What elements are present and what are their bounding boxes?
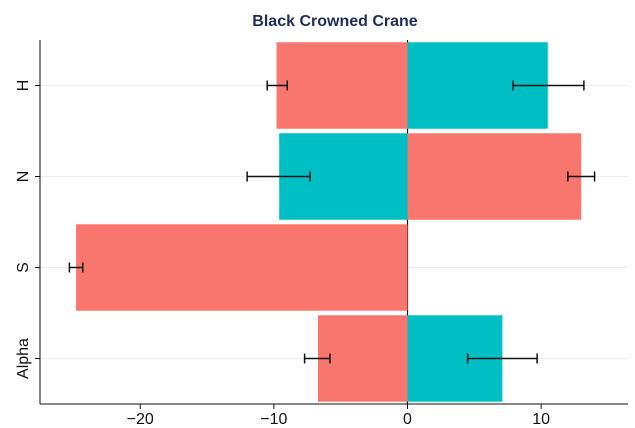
error-bar-series1-0 — [512, 80, 585, 91]
chart-title: Black Crowned Crane — [252, 13, 417, 30]
x-tick-label-2: 0 — [403, 411, 412, 428]
error-bar-series1-1 — [246, 171, 311, 182]
bar-series0-1 — [407, 133, 582, 220]
x-tick-label-1: −10 — [260, 411, 287, 428]
bar-series0-3 — [317, 315, 408, 402]
bar-layer — [76, 42, 582, 402]
x-tick-label-0: −20 — [127, 411, 154, 428]
error-bar-series0-0 — [266, 80, 288, 91]
y-tick-label-3: Alpha — [15, 338, 32, 379]
error-layer — [68, 80, 596, 364]
error-bar-series0-3 — [303, 353, 331, 364]
bar-series0-2 — [76, 224, 408, 311]
y-tick-label-1: N — [15, 171, 32, 183]
bar-series0-0 — [276, 42, 408, 129]
y-tick-label-2: S — [15, 262, 32, 273]
tick-layer: −20 −10 0 10 H N S Alpha — [15, 80, 550, 428]
error-bar-series1-3 — [466, 353, 538, 364]
x-tick-label-3: 10 — [532, 411, 550, 428]
error-bar-series0-1 — [567, 171, 596, 182]
error-bar-series0-2 — [68, 262, 84, 273]
y-tick-label-0: H — [15, 80, 32, 92]
